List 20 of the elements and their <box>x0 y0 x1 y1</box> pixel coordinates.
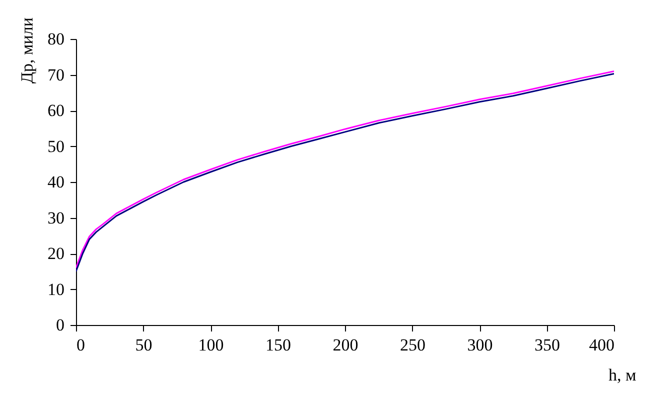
y-tick-label: 50 <box>48 136 64 156</box>
y-tick-label: 0 <box>56 316 64 334</box>
x-tick-label: 200 <box>332 336 358 354</box>
y-tick-label: 10 <box>48 280 64 299</box>
y-tick-label: 70 <box>48 65 64 84</box>
y-tick-label: 30 <box>48 208 64 228</box>
y-tick-label: 60 <box>48 101 64 120</box>
x-tick-label: 250 <box>400 336 426 354</box>
x-tick-label: 100 <box>198 336 224 354</box>
x-tick-label: 0 <box>76 336 85 354</box>
y-tick-label: 20 <box>48 244 64 263</box>
x-tick-label: 400 <box>589 336 614 354</box>
x-tick-label: 300 <box>467 336 493 354</box>
x-axis-title: h, м <box>608 366 636 384</box>
y-tick-label: 80 <box>48 30 64 48</box>
y-tick-label: 40 <box>48 172 64 192</box>
y-axis-title: Др, мили <box>18 18 36 84</box>
x-tick-label: 50 <box>135 336 152 354</box>
x-tick-label: 350 <box>534 336 560 354</box>
x-tick-label: 150 <box>266 336 291 354</box>
